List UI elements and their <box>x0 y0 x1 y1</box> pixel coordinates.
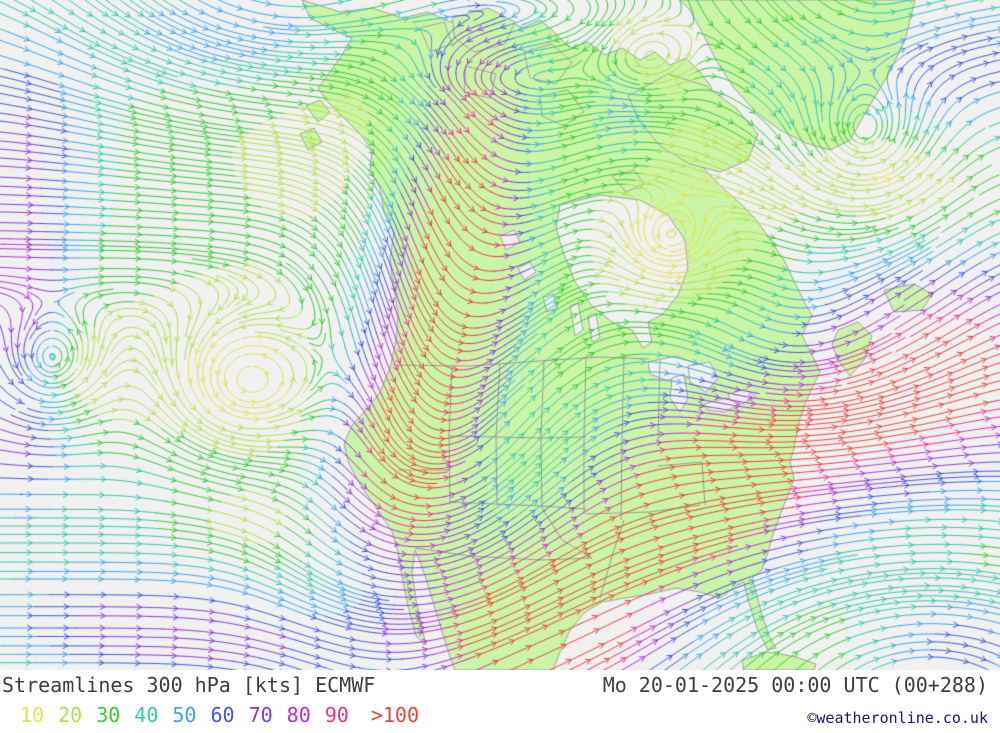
legend-value-70: 70 <box>248 703 273 727</box>
legend-value-10: 10 <box>20 703 45 727</box>
legend-value-60: 60 <box>210 703 235 727</box>
streamline-map <box>0 0 1000 670</box>
legend-value-80: 80 <box>286 703 311 727</box>
legend-value-30: 30 <box>96 703 121 727</box>
legend-value-50: 50 <box>172 703 197 727</box>
map-footer: Streamlines 300 hPa [kts] ECMWF Mo 20-01… <box>0 670 1000 733</box>
streamline-map-canvas <box>0 0 1000 670</box>
legend-value-20: 20 <box>58 703 83 727</box>
legend-value-40: 40 <box>134 703 159 727</box>
map-title-label: Streamlines 300 hPa [kts] ECMWF <box>2 673 376 697</box>
legend-value-90: 90 <box>324 703 349 727</box>
copyright-label: ©weatheronline.co.uk <box>807 709 988 727</box>
wind-speed-legend: 10 20 30 40 50 60 70 80 90 >100 <box>20 703 419 727</box>
map-datetime-label: Mo 20-01-2025 00:00 UTC (00+288) <box>602 673 988 697</box>
legend-value-100: >100 <box>370 703 420 727</box>
